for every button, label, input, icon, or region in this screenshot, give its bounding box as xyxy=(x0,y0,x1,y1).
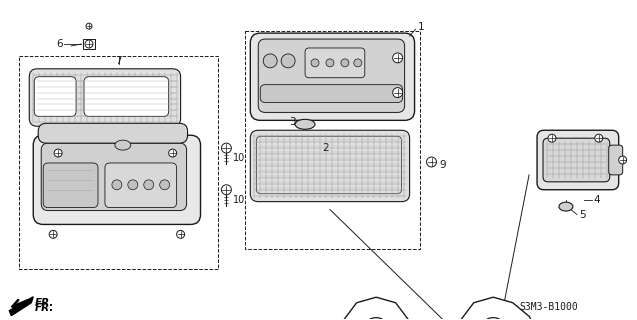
Circle shape xyxy=(619,156,627,164)
Circle shape xyxy=(392,88,403,98)
Circle shape xyxy=(85,40,93,48)
Text: 7: 7 xyxy=(115,56,122,66)
Text: FR.: FR. xyxy=(35,298,55,308)
Circle shape xyxy=(311,59,319,67)
Circle shape xyxy=(86,23,92,29)
Ellipse shape xyxy=(115,140,131,150)
FancyBboxPatch shape xyxy=(261,85,403,102)
Circle shape xyxy=(480,318,506,320)
FancyBboxPatch shape xyxy=(305,48,365,78)
Text: 3: 3 xyxy=(289,117,296,127)
FancyBboxPatch shape xyxy=(258,39,404,112)
Circle shape xyxy=(169,149,176,157)
Circle shape xyxy=(354,59,362,67)
FancyBboxPatch shape xyxy=(34,77,76,116)
Circle shape xyxy=(548,134,556,142)
FancyBboxPatch shape xyxy=(38,123,187,143)
FancyBboxPatch shape xyxy=(43,163,98,208)
Circle shape xyxy=(326,59,334,67)
FancyBboxPatch shape xyxy=(250,130,410,202)
Circle shape xyxy=(222,143,231,153)
FancyBboxPatch shape xyxy=(29,69,181,126)
Circle shape xyxy=(160,180,169,190)
FancyBboxPatch shape xyxy=(543,138,610,182)
Text: 5: 5 xyxy=(579,210,585,220)
Text: S3M3-B1000: S3M3-B1000 xyxy=(519,302,578,312)
Circle shape xyxy=(222,185,231,195)
Polygon shape xyxy=(10,297,33,316)
Circle shape xyxy=(392,53,403,63)
Text: 10: 10 xyxy=(233,195,246,205)
FancyBboxPatch shape xyxy=(609,145,623,175)
Text: 10: 10 xyxy=(233,153,246,163)
FancyBboxPatch shape xyxy=(41,143,187,211)
Text: 2: 2 xyxy=(322,143,329,153)
FancyBboxPatch shape xyxy=(250,33,415,120)
Circle shape xyxy=(427,157,436,167)
Circle shape xyxy=(49,230,57,238)
Circle shape xyxy=(281,54,295,68)
Circle shape xyxy=(363,318,389,320)
Circle shape xyxy=(54,149,62,157)
Text: 9: 9 xyxy=(440,160,446,170)
Circle shape xyxy=(341,59,349,67)
Circle shape xyxy=(595,134,603,142)
FancyBboxPatch shape xyxy=(537,130,619,190)
Ellipse shape xyxy=(559,202,573,211)
Polygon shape xyxy=(318,297,577,320)
Bar xyxy=(19,56,218,269)
Text: 1: 1 xyxy=(418,22,424,32)
Text: 6: 6 xyxy=(57,39,63,49)
Text: 4: 4 xyxy=(594,195,601,205)
Bar xyxy=(245,31,420,249)
FancyBboxPatch shape xyxy=(105,163,176,208)
Text: 8: 8 xyxy=(149,78,155,88)
Circle shape xyxy=(176,230,185,238)
Circle shape xyxy=(144,180,154,190)
Ellipse shape xyxy=(295,119,315,129)
FancyBboxPatch shape xyxy=(84,77,169,116)
Text: FR.: FR. xyxy=(35,303,55,313)
Circle shape xyxy=(128,180,138,190)
Circle shape xyxy=(263,54,277,68)
FancyBboxPatch shape xyxy=(33,135,201,224)
Circle shape xyxy=(112,180,122,190)
Bar xyxy=(83,39,95,49)
